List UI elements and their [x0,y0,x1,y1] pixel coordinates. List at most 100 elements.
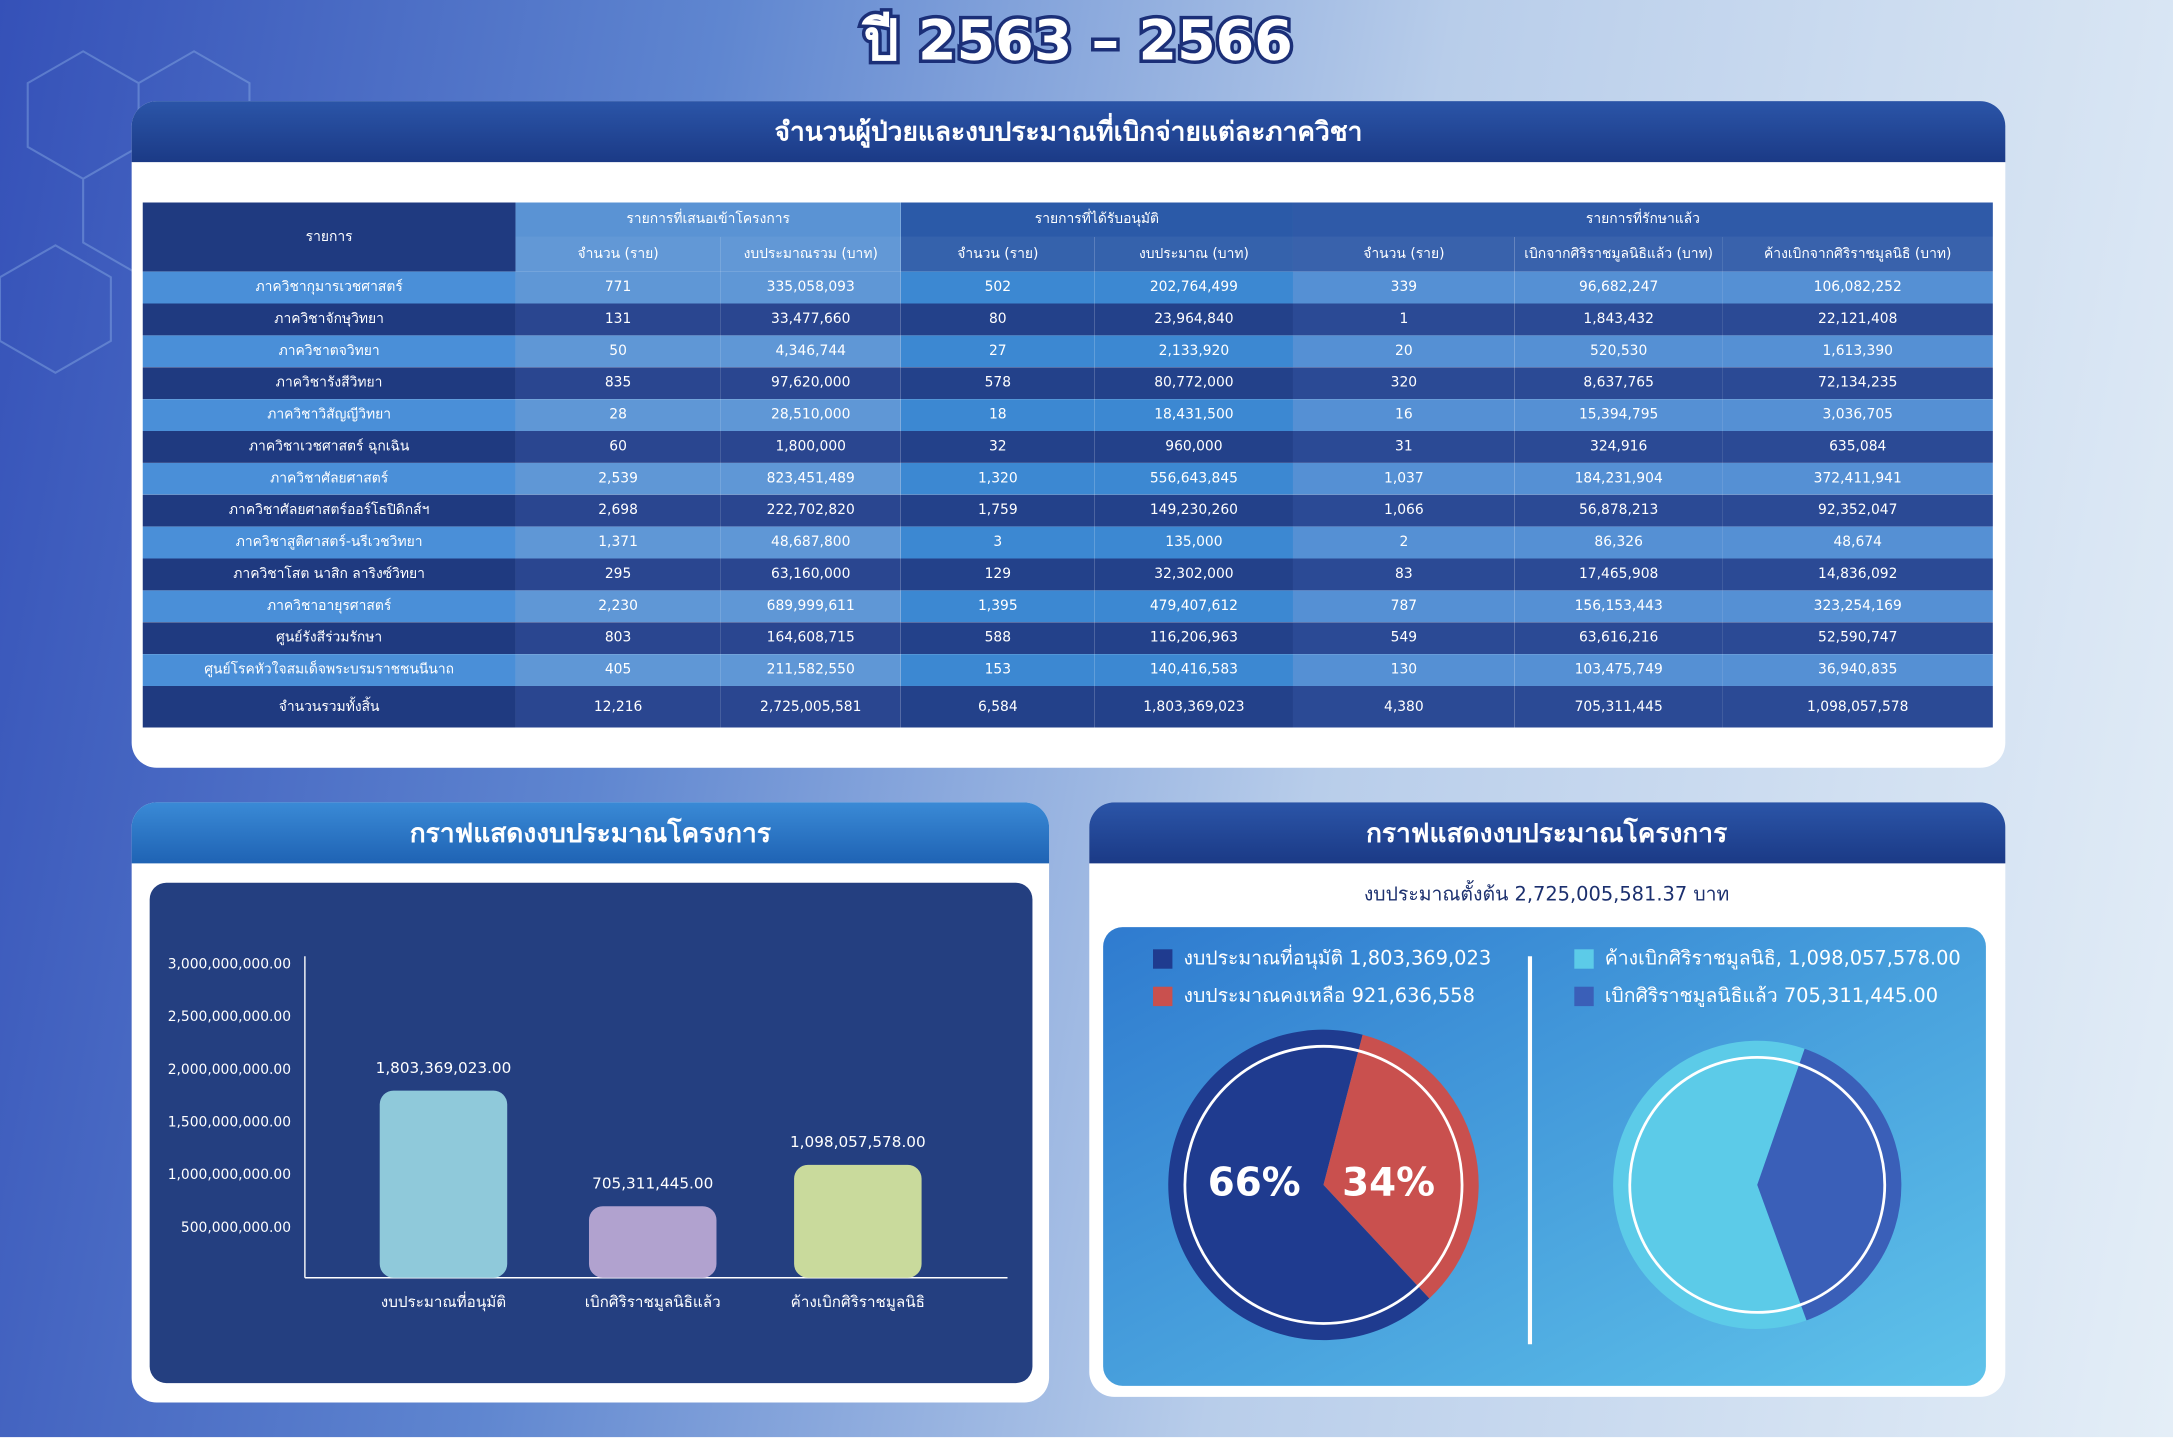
cell: 48,687,800 [720,526,901,559]
total-cell: 1,098,057,578 [1722,685,1993,728]
column-header: ค้างเบิกจากศิริราชมูลนิธิ (บาท) [1722,236,1993,272]
cell: 32,302,000 [1094,558,1294,591]
cell: 502 [900,271,1095,304]
legend-swatch [1153,986,1173,1007]
row-label: ภาควิชาจักษุวิทยา [142,303,516,336]
row-label: ภาควิชารังสีวิทยา [142,367,516,400]
cell: 1,395 [900,590,1095,623]
header-group: รายการที่ได้รับอนุมัติ [900,202,1294,237]
bar [588,1206,717,1278]
header-group: รายการ [142,202,516,272]
table-row: ศูนย์รังสีร่วมรักษา 803 164,608,715 588 116,… [142,622,1993,655]
cell: 405 [515,654,721,686]
bar [379,1090,508,1278]
cell: 1,759 [900,494,1095,527]
value-label: 705,311,445.00 [592,1175,713,1193]
bar-panel-header [131,802,1050,864]
cell: 129 [900,558,1095,591]
cell: 15,394,795 [1514,399,1723,431]
cell: 689,999,611 [720,590,901,623]
page-title: ปี 2563 – 2566 [861,9,1293,73]
cell: 140,416,583 [1094,654,1294,686]
cell: 4,346,744 [720,335,901,368]
cell: 32 [900,430,1095,463]
table-panel-header [131,101,2006,163]
cell: 320 [1293,367,1515,400]
table-row: ภาควิชากุมารเวชศาสตร์ 771 335,058,093 502 20… [142,271,1993,304]
cell: 3,036,705 [1722,399,1993,431]
total-cell: 1,803,369,023 [1094,685,1294,728]
total-cell: 12,216 [515,685,721,728]
row-label: ภาควิชาเวชศาสตร์ ฉุกเฉิน [142,430,516,463]
bar [794,1164,922,1278]
y-tick-label: 3,000,000,000.00 [168,957,291,973]
cell: 1,843,432 [1514,303,1723,336]
cell: 36,940,835 [1722,654,1993,686]
legend-swatch [1574,949,1594,969]
cell: 33,477,660 [720,303,901,336]
cell: 60 [515,430,721,463]
cell: 823,451,489 [720,462,901,495]
y-tick-label: 2,500,000,000.00 [168,1009,291,1025]
pie-title: กราฟแสดงงบประมาณโครงการ [1366,817,1728,849]
pie-subtitle: งบประมาณตั้งต้น 2,725,005,581.37 บาท [1364,880,1730,906]
cell: 8,637,765 [1514,367,1723,400]
cell: 31 [1293,430,1515,463]
cell: 149,230,260 [1094,494,1294,527]
cell: 52,590,747 [1722,622,1993,655]
legend-label: ค้างเบิกศิริราชมูลนิธิ, 1,098,057,578.00 [1605,947,1961,971]
table-row: ภาควิชารังสีวิทยา 835 97,620,000 578 80,772,… [142,367,1993,400]
row-label: ภาควิชาโสต นาสิก ลาริงซ์วิทยา [142,558,516,591]
cell: 18,431,500 [1094,399,1294,431]
legend-label: งบประมาณคงเหลือ 921,636,558 [1184,984,1475,1007]
pie-slice [1168,1029,1430,1341]
cell: 1 [1293,303,1515,336]
cell: 17,465,908 [1514,558,1723,591]
cell: 1,800,000 [720,430,901,463]
column-header: งบประมาณ (บาท) [1094,236,1294,272]
pie-label: 34% [1342,1160,1435,1205]
cell: 83 [1293,558,1515,591]
cell: 323,254,169 [1722,590,1993,623]
cell: 1,066 [1293,494,1515,527]
cell: 324,916 [1514,430,1723,463]
legend-label: งบประมาณที่อนุมัติ 1,803,369,023 [1184,945,1492,971]
cell: 153 [900,654,1095,686]
cell: 211,582,550 [720,654,901,686]
cell: 18 [900,399,1095,431]
column-header: งบประมาณรวม (บาท) [720,236,901,272]
value-label: 1,098,057,578.00 [790,1133,926,1151]
cell: 48,674 [1722,526,1993,559]
cell: 479,407,612 [1094,590,1294,623]
cell: 295 [515,558,721,591]
table-row: ศูนย์โรคหัวใจสมเด็จพระบรมราชชนนีนาถ 405 21… [142,654,1993,686]
table-row: ภาควิชาศัลยศาสตร์ออร์โธปิดิกส์ฯ 2,698 222,… [142,494,1993,527]
legend-swatch [1574,986,1594,1007]
cell: 2,230 [515,590,721,623]
total-row: จำนวนรวมทั้งสิ้น 12,216 2,725,005,581 6,584… [142,685,1993,728]
table-head: รายการ รายการที่เสนอเข้าโครงการ รายการที่ไ… [142,202,1993,272]
total-cell: 2,725,005,581 [720,685,901,728]
cell: 164,608,715 [720,622,901,655]
cell: 72,134,235 [1722,367,1993,400]
cell: 803 [515,622,721,655]
cell: 1,613,390 [1722,335,1993,368]
cell: 50 [515,335,721,368]
cell: 116,206,963 [1094,622,1294,655]
header-row: รายการ รายการที่เสนอเข้าโครงการ รายการที่ไ… [142,202,1993,272]
cell: 27 [900,335,1095,368]
row-label: ภาควิชาสูติศาสตร์-นรีเวชวิทยา [142,526,516,559]
total-label: จำนวนรวมทั้งสิ้น [142,685,516,728]
cell: 520,530 [1514,335,1723,368]
cell: 556,643,845 [1094,462,1294,495]
cell: 3 [900,526,1095,559]
cell: 960,000 [1094,430,1294,463]
header-group: รายการที่เสนอเข้าโครงการ [515,202,901,237]
table-row: ภาควิชาเวชศาสตร์ ฉุกเฉิน 60 1,800,000 32 960… [142,430,1993,463]
cell: 14,836,092 [1722,558,1993,591]
header-group: รายการที่รักษาแล้ว [1293,202,1993,237]
y-tick-label: 500,000,000.00 [181,1220,291,1236]
cell: 578 [900,367,1095,400]
table-body: ภาควิชากุมารเวชศาสตร์ 771 335,058,093 502 20… [142,271,1993,728]
